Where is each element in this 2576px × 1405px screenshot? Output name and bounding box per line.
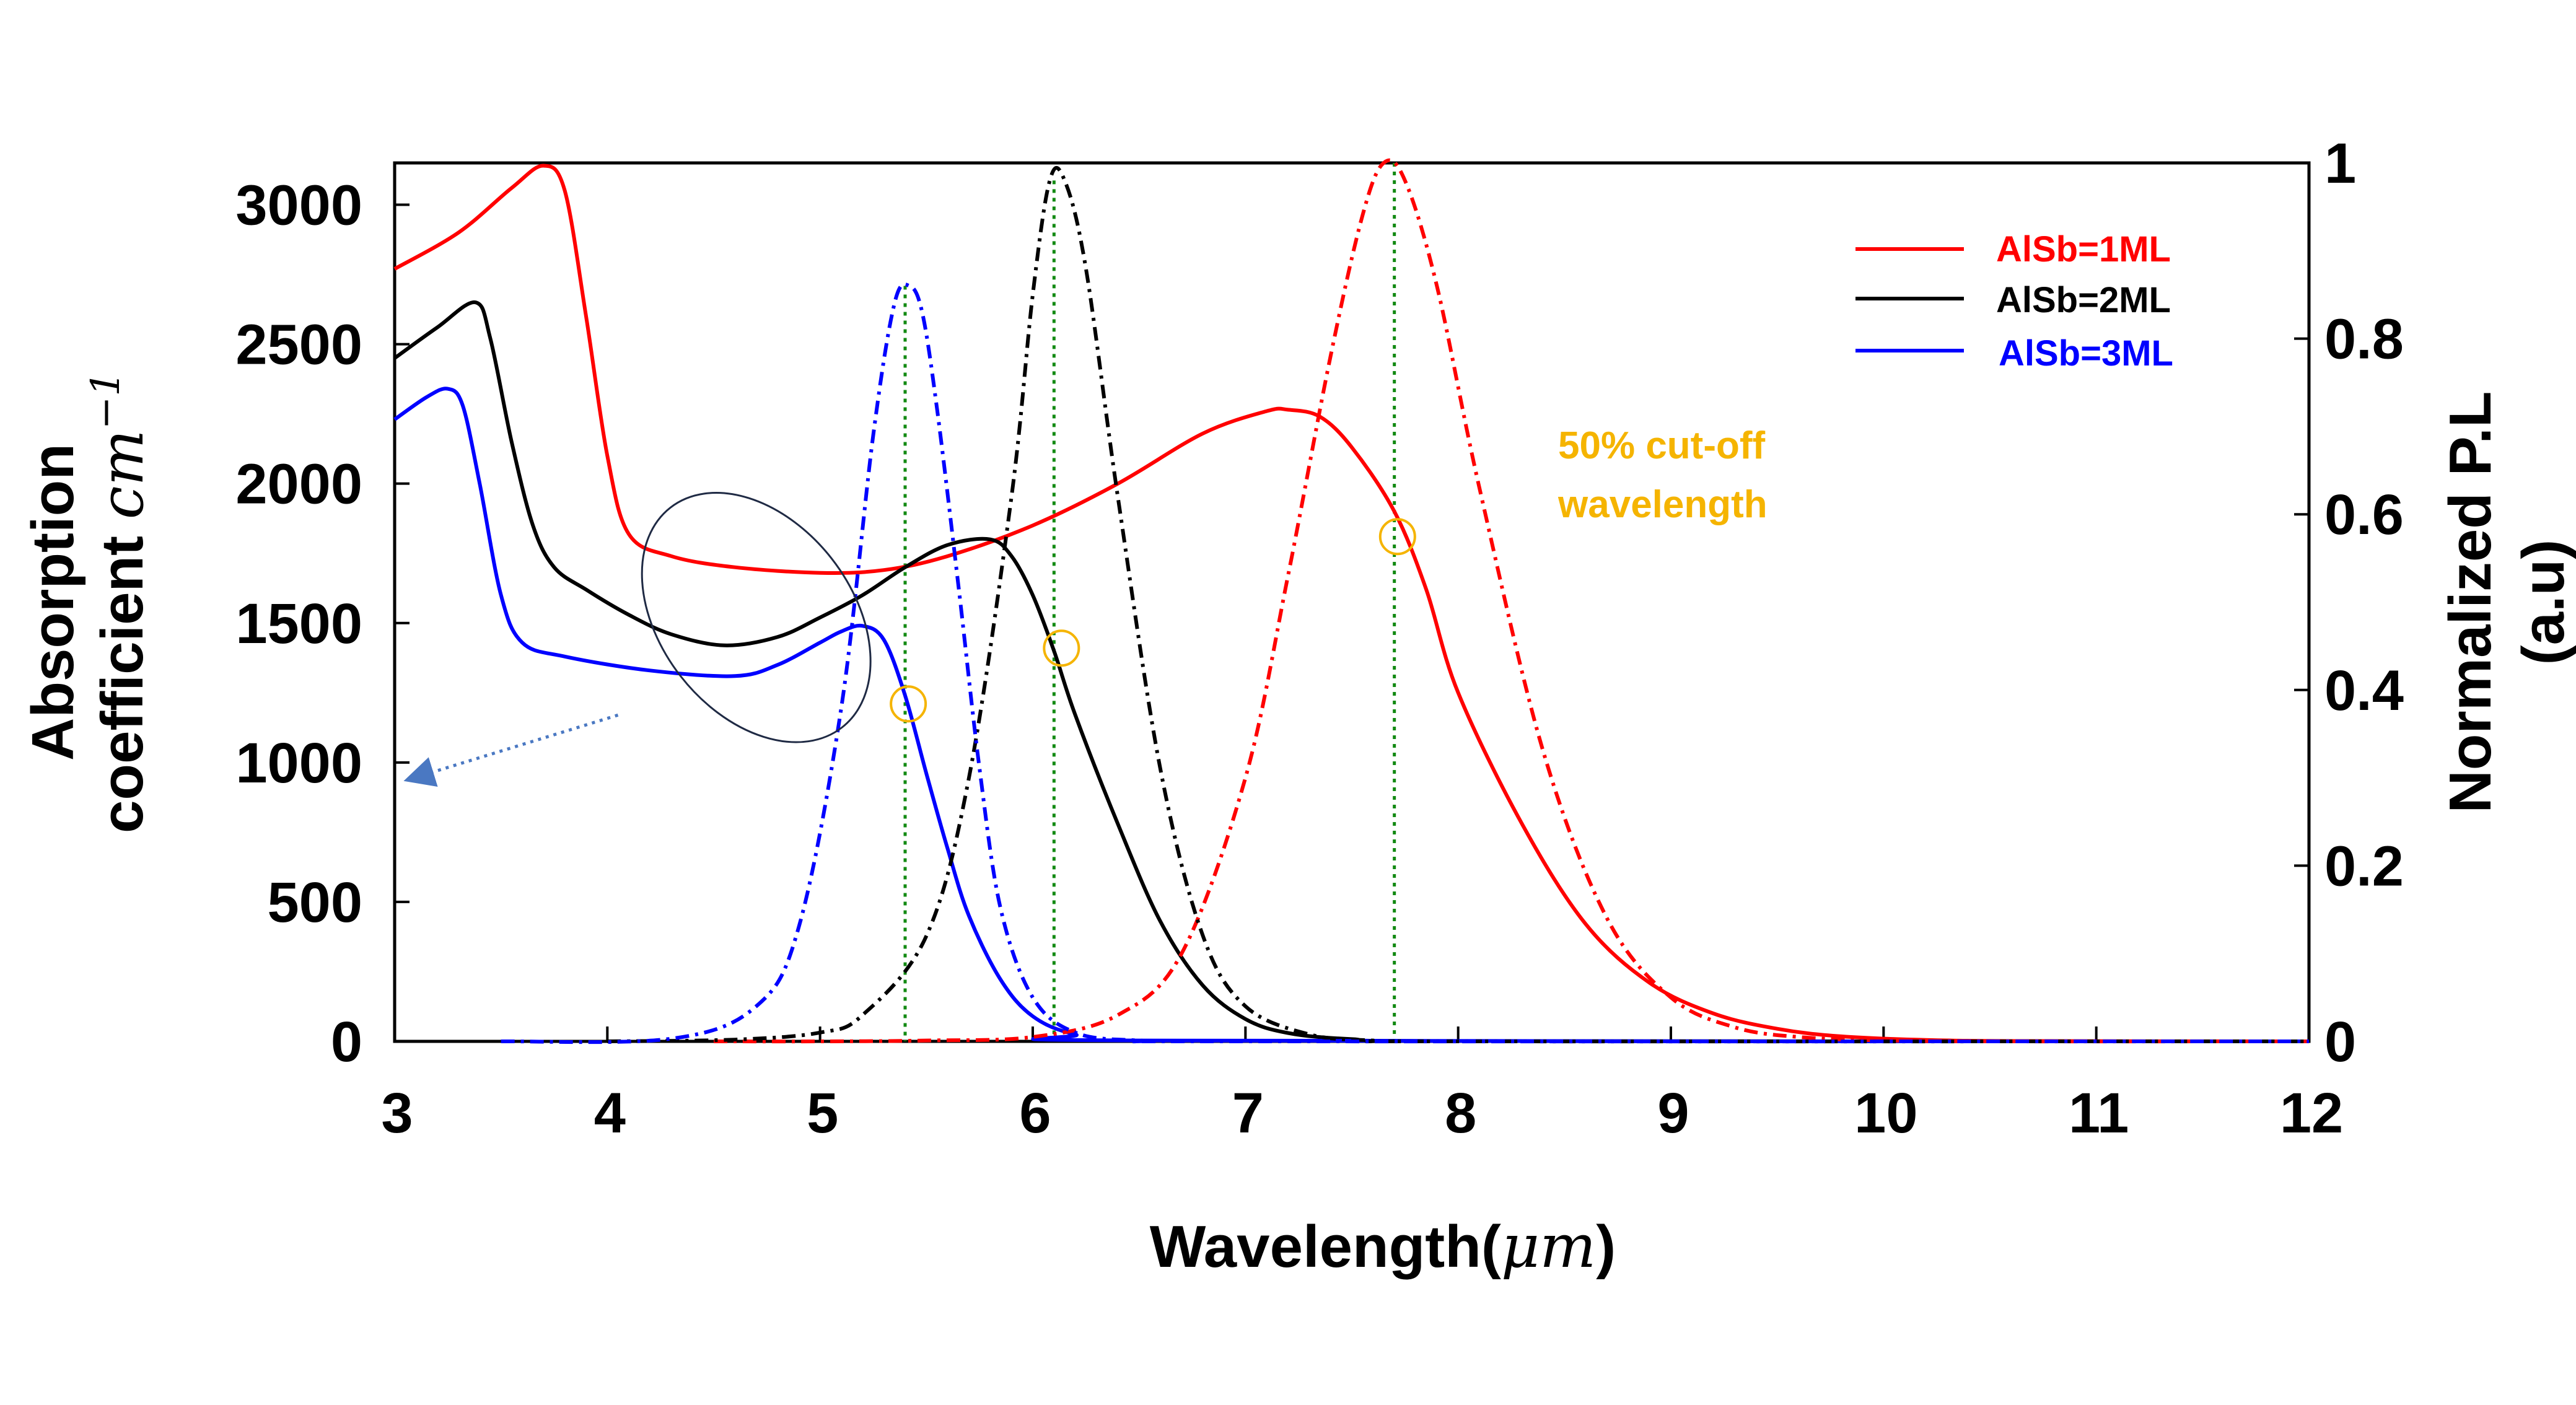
y-axis-right-title: Normalized P.L (a.u) xyxy=(2437,391,2576,813)
y-left-title-line2: coefficient cm−1 xyxy=(83,371,157,833)
legend-label-3ml: AlSb=3ML xyxy=(1999,333,2173,374)
series-line-3 xyxy=(713,158,2310,1044)
y-right-tick-label: 0 xyxy=(2324,1010,2356,1074)
x-tick-label: 8 xyxy=(1445,1082,1476,1145)
y-right-tick-label: 0.6 xyxy=(2324,483,2404,546)
series-line-4 xyxy=(607,165,2310,1044)
x-axis-title: Wavelength(μm) xyxy=(1150,1212,1616,1281)
cutoff-marker xyxy=(890,685,927,723)
y-left-tick-label: 2500 xyxy=(235,313,362,377)
y-left-tick-label: 500 xyxy=(268,871,363,934)
cutoff-marker xyxy=(1378,518,1416,556)
x-tick-label: 6 xyxy=(1019,1082,1051,1145)
highlight-ellipse xyxy=(641,491,872,743)
x-tick-label: 10 xyxy=(1854,1082,1917,1145)
cutoff-marker xyxy=(1043,629,1080,667)
x-tick-label: 7 xyxy=(1232,1082,1264,1145)
y-left-title-line1: Absorption xyxy=(20,444,86,761)
x-tick-label: 3 xyxy=(381,1082,413,1145)
y-left-title-text: coefficient xyxy=(89,519,156,833)
y-left-tick-label: 3000 xyxy=(235,174,362,237)
y-left-title-exp: −1 xyxy=(83,371,129,429)
x-tick-label: 4 xyxy=(594,1082,626,1145)
y-right-tick-label: 1 xyxy=(2324,132,2356,195)
y-left-tick-label: 1000 xyxy=(235,732,362,795)
legend-label-2ml: AlSb=2ML xyxy=(1996,280,2171,320)
y-right-title-line2: (a.u) xyxy=(2510,540,2576,665)
x-tick-label: 5 xyxy=(807,1082,838,1145)
cutoff-annotation-line2: wavelength xyxy=(1557,483,1768,526)
x-tick-label: 9 xyxy=(1657,1082,1689,1145)
y-left-title-unit: cm xyxy=(87,429,157,519)
cutoff-lines xyxy=(903,163,1396,1041)
y-left-tick-label: 0 xyxy=(331,1010,362,1074)
series-line-0 xyxy=(393,164,2310,1043)
legend: AlSb=1ML AlSb=2ML AlSb=3ML xyxy=(1855,229,2173,374)
y-axis-left-title: Absorption coefficient cm−1 xyxy=(20,371,157,833)
x-axis-close-paren: ) xyxy=(1596,1214,1616,1280)
annotations xyxy=(403,491,872,787)
y-right-tick-label: 0.8 xyxy=(2324,308,2404,371)
y-left-tick-label: 1500 xyxy=(235,592,362,655)
y-left-tick-label: 2000 xyxy=(235,453,362,516)
x-tick-label: 12 xyxy=(2280,1082,2343,1145)
series-line-1 xyxy=(393,300,2310,1043)
legend-label-1ml: AlSb=1ML xyxy=(1996,229,2171,269)
y-right-tick-label: 0.4 xyxy=(2324,659,2404,722)
y-right-title-line1: Normalized P.L xyxy=(2437,391,2504,813)
cutoff-markers xyxy=(890,518,1416,723)
cutoff-annotation-line1: 50% cut-off xyxy=(1558,424,1765,467)
series-line-2 xyxy=(393,387,2310,1043)
series-group xyxy=(393,158,2310,1044)
y-axis-right: 0 0.2 0.4 0.6 0.8 1 xyxy=(2294,132,2404,1074)
x-tick-label: 11 xyxy=(2069,1082,2129,1145)
series-line-5 xyxy=(501,282,2310,1044)
x-axis-title-text: Wavelength( xyxy=(1150,1214,1501,1280)
x-axis: 3 4 5 6 7 8 9 10 11 12 xyxy=(381,1026,2343,1145)
y-right-tick-label: 0.2 xyxy=(2324,834,2404,898)
dotted-arrow xyxy=(403,713,619,787)
y-axis-left: 0 500 1000 1500 2000 2500 3000 xyxy=(235,174,410,1074)
x-axis-unit: μm xyxy=(1501,1212,1596,1281)
